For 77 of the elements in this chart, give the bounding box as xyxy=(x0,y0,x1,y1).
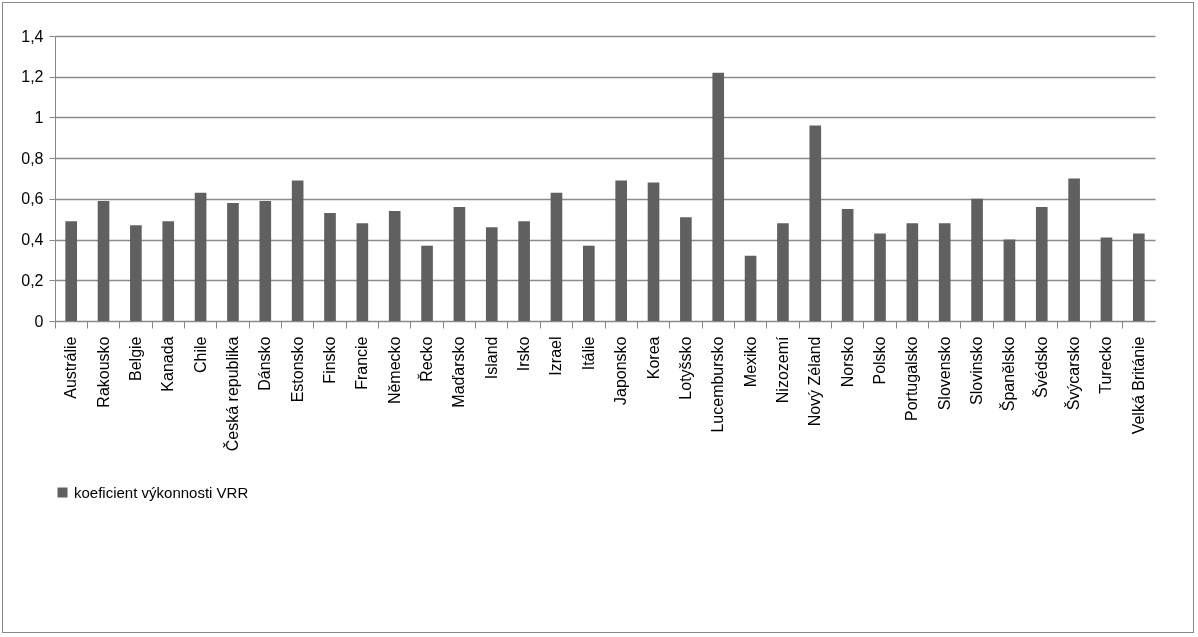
bar xyxy=(162,221,175,321)
y-tick-label: 1 xyxy=(34,108,44,126)
x-tick-label: Španělsko xyxy=(999,336,1018,412)
x-tick-label: Itálie xyxy=(579,336,597,371)
bar xyxy=(518,221,530,321)
x-tick-label: Rakousko xyxy=(94,336,112,408)
bar xyxy=(1035,207,1048,321)
x-tick-label: Norsko xyxy=(838,336,856,388)
x-tick-label: Velká Británie xyxy=(1129,336,1147,435)
x-tick-label: Nizozemí xyxy=(773,335,791,404)
bar xyxy=(744,255,757,321)
x-tick-label: Francie xyxy=(353,336,371,390)
bar xyxy=(485,227,498,321)
x-tick-label: Korea xyxy=(644,336,662,380)
bar xyxy=(938,223,951,321)
legend-label: koeficient výkonnosti VRR xyxy=(74,483,249,501)
y-tick-label: 1,2 xyxy=(21,68,44,86)
x-tick-label: Lotyšsko xyxy=(676,336,694,400)
x-tick-label: Slovinsko xyxy=(968,336,986,405)
x-tick-label: Estonsko xyxy=(288,336,306,403)
x-tick-label: Irsko xyxy=(515,336,533,372)
bar xyxy=(906,223,919,321)
bar xyxy=(874,233,886,321)
x-tick-label: Švédsko xyxy=(1031,336,1050,398)
x-tick-label: Mexiko xyxy=(741,336,759,388)
bar xyxy=(324,213,336,321)
bar xyxy=(1100,237,1113,321)
x-tick-label: Německo xyxy=(385,336,403,405)
x-tick-label: Slovensko xyxy=(935,336,953,411)
bar xyxy=(1003,239,1016,321)
x-tick-label: Nový Zéland xyxy=(806,336,824,427)
x-tick-label: Chile xyxy=(191,336,209,373)
bar xyxy=(130,225,142,321)
bar xyxy=(777,223,789,321)
x-tick-label: Turecko xyxy=(1097,336,1115,394)
x-tick-label: Lucembursko xyxy=(709,336,727,433)
bar xyxy=(453,207,466,321)
bar xyxy=(388,211,401,321)
bar xyxy=(97,200,110,321)
x-tick-label: Švýcarsko xyxy=(1064,336,1083,411)
bar xyxy=(421,245,433,321)
x-tick-label: Kanada xyxy=(159,336,177,392)
bar xyxy=(712,72,725,321)
y-tick-label: 1,4 xyxy=(21,27,44,45)
y-tick-label: 0,4 xyxy=(21,231,44,249)
x-tick-label: Maďarsko xyxy=(450,336,468,408)
bar xyxy=(291,180,304,321)
bar xyxy=(65,221,77,321)
bar xyxy=(971,198,983,321)
y-tick-label: 0,8 xyxy=(21,149,44,167)
bar xyxy=(1068,178,1080,321)
x-tick-label: Dánsko xyxy=(256,336,274,391)
x-tick-label: Austrálie xyxy=(62,336,80,399)
x-tick-label: Portugalsko xyxy=(903,336,921,421)
x-tick-label: Belgie xyxy=(126,336,144,381)
bar xyxy=(1133,233,1145,321)
y-tick-label: 0 xyxy=(34,312,44,330)
bar xyxy=(615,180,627,321)
bar xyxy=(356,223,369,321)
x-tick-label: Finsko xyxy=(321,336,338,384)
x-tick-label: Izrael xyxy=(547,336,565,376)
bar xyxy=(583,245,595,321)
y-tick-label: 0,2 xyxy=(21,271,44,289)
x-tick-label: Japonsko xyxy=(612,336,630,405)
y-tick-label: 0,6 xyxy=(21,190,44,208)
x-tick-label: Polsko xyxy=(871,336,888,385)
bar xyxy=(841,209,854,321)
bar xyxy=(194,192,207,321)
bar xyxy=(259,200,272,321)
bar xyxy=(647,182,660,321)
bar xyxy=(227,202,239,321)
bar xyxy=(809,125,822,321)
x-tick-label: Česká republika xyxy=(222,336,241,452)
bar xyxy=(680,217,692,321)
x-tick-label: Island xyxy=(482,336,500,380)
x-tick-label: Řecko xyxy=(417,336,436,382)
bar xyxy=(550,192,563,321)
